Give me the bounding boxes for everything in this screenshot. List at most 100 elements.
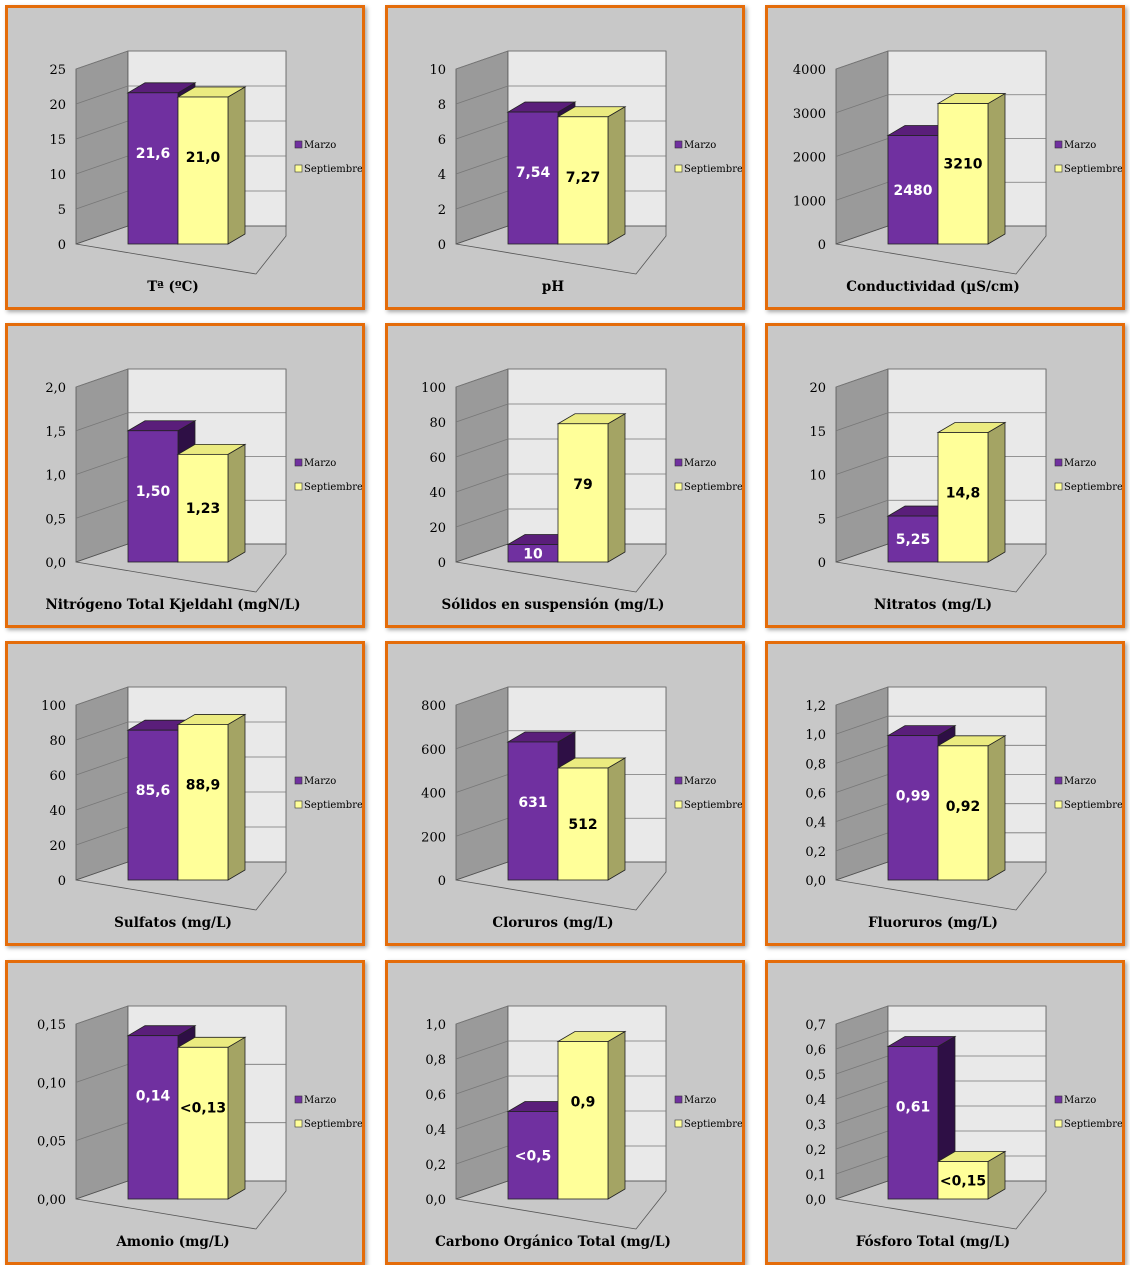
y-tick-label: 400 [421, 787, 446, 802]
y-tick-label: 100 [41, 699, 66, 714]
y-tick-label: 4 [438, 168, 446, 183]
gridline-side [835, 715, 889, 735]
bar-front [177, 453, 229, 563]
chart-panel: 0 5 10 15 20 5,25 14,8 Marzo Septiembre Nitratos … [765, 323, 1125, 628]
bar-front [127, 729, 179, 881]
y-tick-label: 0,10 [37, 1076, 66, 1091]
legend-swatch [674, 458, 683, 467]
legend-label: Marzo [304, 1095, 336, 1106]
bar-side [987, 421, 1006, 563]
y-tick-label: 0,4 [805, 816, 826, 831]
gridline-side [455, 508, 509, 528]
bar-side [227, 443, 246, 563]
chart-panel: 0,0 0,5 1,0 1,5 2,0 1,50 1,23 Marzo Septiembre Ni… [5, 323, 365, 628]
y-tick-label: 0,2 [425, 1158, 446, 1173]
legend-swatch [674, 164, 683, 173]
y-tick-label: 0,5 [805, 1068, 826, 1083]
bar-front [127, 1035, 179, 1200]
axis-title: pH [542, 279, 564, 295]
y-tick-label: 0 [818, 556, 826, 571]
floor-outline [75, 225, 287, 275]
bar-front [887, 735, 939, 881]
legend-label: Septiembre [304, 164, 362, 175]
gridline-side [455, 403, 509, 423]
data-label: 1,50 [136, 484, 171, 500]
y-tick-label: 20 [429, 521, 446, 536]
y-tick-label: 5 [818, 512, 826, 527]
bar-front [507, 741, 559, 881]
floor-outline [835, 225, 1047, 275]
legend-label: Marzo [684, 1095, 716, 1106]
legend-label: Septiembre [1064, 1119, 1122, 1130]
y-tick-label: 10 [429, 63, 446, 78]
legend-label: Septiembre [684, 800, 742, 811]
bar-septiembre [176, 443, 247, 563]
legend-swatch [294, 776, 303, 785]
gridline-side [835, 50, 889, 70]
y-tick-label: 0,4 [805, 1093, 826, 1108]
data-label: 21,6 [136, 146, 171, 162]
bar-septiembre [176, 86, 247, 245]
chart-panel: 0 200 400 600 800 631 512 Marzo Septiembre Clorur… [385, 641, 745, 946]
bar-front [127, 92, 179, 245]
gridline-side [75, 1063, 129, 1083]
axis-title: Fluoruros (mg/L) [868, 915, 998, 931]
bar-septiembre [556, 757, 627, 881]
bar-septiembre [936, 1150, 1007, 1200]
gridline-side [455, 50, 509, 70]
floor-outline [455, 861, 667, 911]
legend-label: Marzo [304, 140, 336, 151]
bar-front [177, 96, 229, 245]
gridline-side [455, 368, 509, 388]
floor-outline [835, 861, 1047, 911]
gridline-side [75, 826, 129, 846]
bar-chart: 0,0 0,1 0,2 0,3 0,4 0,5 0,6 0,7 0,61 <0,15 Marzo Se… [805, 1005, 1122, 1250]
floor-outline [75, 861, 287, 911]
bar-side [607, 757, 626, 881]
gridline-side [75, 721, 129, 741]
data-label: 1,23 [186, 501, 221, 517]
gridline-side [455, 438, 509, 458]
y-tick-label: 0,6 [425, 1088, 446, 1103]
gridline-side [455, 120, 509, 140]
y-tick-label: 0,8 [425, 1053, 446, 1068]
data-label: <0,13 [180, 1100, 226, 1116]
gridline-side [75, 85, 129, 105]
axis-title: Conductividad (µS/cm) [846, 279, 1020, 295]
bar-front [127, 430, 179, 563]
y-tick-label: 8 [438, 98, 446, 113]
bar-chart: 0 1000 2000 3000 4000 2480 3210 Marzo Septiembre… [793, 50, 1122, 295]
y-tick-label: 0,05 [37, 1135, 66, 1150]
bar-chart: 0 2 4 6 8 10 7,54 7,27 Marzo Septiembre pH [429, 50, 742, 295]
bar-front [937, 103, 989, 245]
data-label: 0,92 [946, 799, 981, 815]
gridline-side [75, 50, 129, 70]
gridline-side [455, 774, 509, 793]
gridline-side [455, 1040, 509, 1060]
gridline-side [455, 1005, 509, 1025]
y-tick-label: 0,00 [37, 1193, 66, 1208]
chart-panel: 0 20 40 60 80 100 10 79 Marzo Septiembre Sólidos e… [385, 323, 745, 628]
data-label: 88,9 [186, 777, 221, 793]
bar-side [227, 86, 246, 245]
gridline-side [835, 1005, 889, 1025]
y-tick-label: 80 [429, 416, 446, 431]
gridline-side [75, 120, 129, 140]
chart-panel: 0,00 0,05 0,10 0,15 0,14 <0,13 Marzo Septiembre… [5, 960, 365, 1265]
gridline-side [75, 686, 129, 706]
axis-title: Nitratos (mg/L) [874, 597, 992, 613]
legend-swatch [674, 140, 683, 149]
legend-swatch [294, 1119, 303, 1128]
bar-chart: 0,0 0,5 1,0 1,5 2,0 1,50 1,23 Marzo Septiembre Ni… [45, 368, 362, 613]
gridline-side [455, 1145, 509, 1165]
gridline-side [455, 1110, 509, 1130]
gridline-side [75, 499, 129, 519]
bar-septiembre [936, 735, 1007, 881]
gridline-side [835, 1155, 889, 1175]
legend-label: Marzo [304, 458, 336, 469]
side-wall [835, 1005, 889, 1200]
data-label: 2480 [894, 183, 933, 199]
gridline-side [835, 181, 889, 201]
bar-front [557, 116, 609, 245]
legend-label: Septiembre [304, 1119, 362, 1130]
